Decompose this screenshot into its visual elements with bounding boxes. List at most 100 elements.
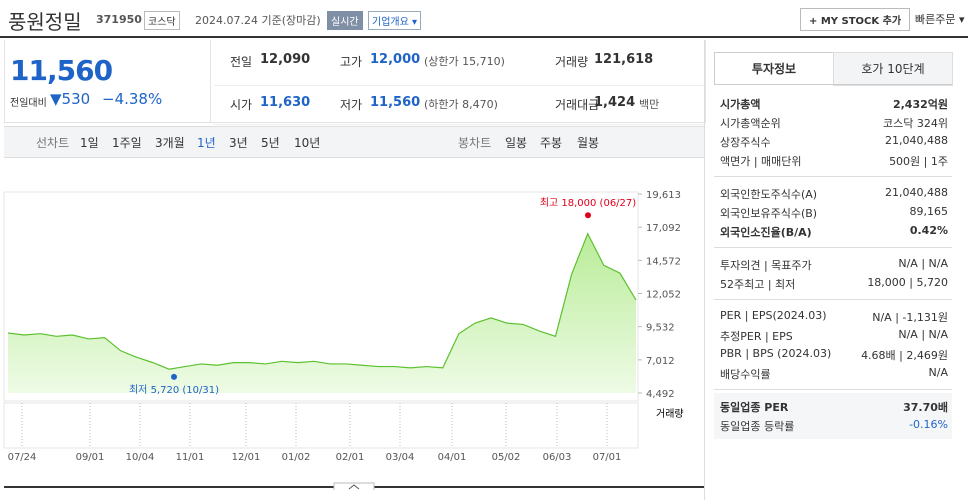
change-rate: −4.38%	[102, 90, 163, 108]
collapse-icon	[348, 484, 360, 490]
summary-note: 백만	[639, 98, 660, 111]
mystock-button[interactable]: + MY STOCK 추가	[800, 8, 911, 31]
period-tab[interactable]: 3개월	[155, 136, 185, 150]
summary-value: 121,618	[594, 52, 654, 67]
info-value: N/A | -1,131원	[872, 311, 948, 324]
summary-label: 거래량	[555, 55, 589, 69]
x-tick-label: 07/01	[593, 452, 622, 463]
y-tick-label: 14,572	[646, 256, 681, 267]
x-tick-label: 09/01	[76, 452, 105, 463]
section-line	[714, 247, 952, 248]
info-row: 시가총액순위 코스닥 324위	[720, 115, 948, 131]
stock-name: 풍원정밀	[8, 10, 82, 34]
x-tick-label: 10/04	[126, 452, 155, 463]
summary-note: (하한가 8,470)	[424, 98, 498, 111]
candle-tab[interactable]: 일봉	[505, 136, 528, 150]
low-marker	[171, 373, 177, 380]
x-tick-label: 02/01	[336, 452, 365, 463]
info-label: 외국인소진율(B/A)	[720, 226, 812, 239]
info-label: 상장주식수	[720, 136, 771, 149]
period-tab[interactable]: 5년	[261, 136, 280, 150]
y-tick-label: 9,532	[646, 323, 675, 334]
change-value: 530	[61, 90, 91, 108]
collapse-button[interactable]	[333, 482, 375, 490]
summary-value: 12,090	[260, 52, 311, 67]
info-value: 코스닥 324위	[883, 117, 948, 130]
side-tab-line	[714, 84, 952, 85]
info-label: 외국인보유주식수(B)	[720, 207, 818, 220]
date: 2024.07.24 기준(장마감)	[195, 14, 321, 27]
x-tick-label: 03/04	[386, 452, 415, 463]
quick-label: 빠른주문	[915, 13, 956, 26]
x-tick-label: 04/01	[438, 452, 467, 463]
info-label: 액면가 | 매매단위	[720, 155, 802, 168]
info-row: 상장주식수 21,040,488	[720, 134, 948, 150]
side-panel	[704, 40, 968, 500]
y-tick-label: 7,012	[646, 356, 675, 367]
summary-value: 11,630	[260, 95, 311, 110]
summary-divider	[214, 85, 704, 86]
x-tick-label: 07/24	[8, 452, 37, 463]
summary-label: 전일	[230, 55, 253, 69]
info-row: 외국인소진율(B/A) 0.42%	[720, 224, 948, 240]
info-value: 500원 | 1주	[889, 155, 948, 168]
period-tab[interactable]: 1주일	[112, 136, 142, 150]
info-value: 89,165	[909, 205, 949, 218]
quick-order[interactable]: 빠른주문 ▾	[915, 13, 965, 26]
summary-label: 거래대금	[555, 98, 600, 112]
high-label: 최고 18,000 (06/27)	[540, 197, 636, 209]
summary-value: 12,000	[370, 52, 421, 67]
current-price: 11,560	[10, 54, 113, 87]
candle-tab[interactable]: 월봉	[577, 136, 600, 150]
x-tick-label: 11/01	[176, 452, 205, 463]
x-tick-label: 12/01	[232, 452, 261, 463]
info-row: PER | EPS(2024.03) N/A | -1,131원	[720, 309, 948, 324]
info-label: 동일업종 PER	[720, 401, 789, 414]
info-value: 18,000 | 5,720	[867, 276, 948, 289]
info-value: 37.70배	[903, 401, 948, 414]
info-label: 시가총액순위	[720, 117, 781, 130]
info-value: -0.16%	[909, 418, 948, 431]
info-label: 배당수익률	[720, 368, 771, 381]
info-row: PBR | BPS (2024.03) 4.68배 | 2,469원	[720, 347, 948, 362]
price-line	[7, 232, 637, 370]
info-label: 추정PER | EPS	[720, 330, 793, 343]
summary-label: 고가	[340, 55, 363, 69]
info-label: 52주최고 | 최저	[720, 278, 796, 291]
info-label: 시가총액	[720, 98, 761, 111]
info-value: N/A	[928, 366, 948, 379]
summary-label: 저가	[340, 98, 363, 112]
x-tick-label: 01/02	[282, 452, 311, 463]
info-row: 동일업종 PER 37.70배	[720, 399, 948, 415]
tab-label: 봉차트	[458, 136, 492, 150]
info-label: 투자의견 | 목표주가	[720, 259, 812, 272]
change-label: 전일대비	[10, 98, 47, 109]
period-tab[interactable]: 1일	[80, 136, 99, 150]
info-label: PER | EPS(2024.03)	[720, 309, 827, 322]
info-row: 동일업종 등락률 -0.16%	[720, 418, 948, 434]
x-tick-label: 05/02	[492, 452, 521, 463]
side-tab[interactable]: 호가 10단계	[833, 52, 953, 86]
section-line	[714, 389, 952, 390]
divider	[210, 40, 211, 122]
info-value: 21,040,488	[885, 186, 948, 199]
summary-value: 11,560	[370, 95, 421, 110]
info-label: 동일업종 등락률	[720, 420, 795, 433]
realtime-badge[interactable]: 실시간	[327, 11, 363, 30]
section-line	[714, 176, 952, 177]
plot-frame	[3, 191, 639, 402]
info-value: 4.68배 | 2,469원	[861, 349, 948, 362]
period-tab[interactable]: 10년	[294, 136, 321, 150]
info-row: 시가총액 2,432억원	[720, 96, 948, 112]
side-tab[interactable]: 투자정보	[714, 52, 834, 85]
info-row: 외국인보유주식수(B) 89,165	[720, 205, 948, 221]
period-tab[interactable]: 3년	[229, 136, 248, 150]
candle-tab[interactable]: 주봉	[540, 136, 563, 150]
period-tab[interactable]: 1년	[197, 136, 216, 150]
overview-dropdown[interactable]: 기업개요 ▾	[368, 11, 422, 30]
info-value: 2,432억원	[892, 98, 948, 111]
volume-label: 거래량	[656, 408, 684, 420]
x-tick-label: 06/03	[543, 452, 572, 463]
summary-note: (상한가 15,710)	[424, 55, 505, 68]
